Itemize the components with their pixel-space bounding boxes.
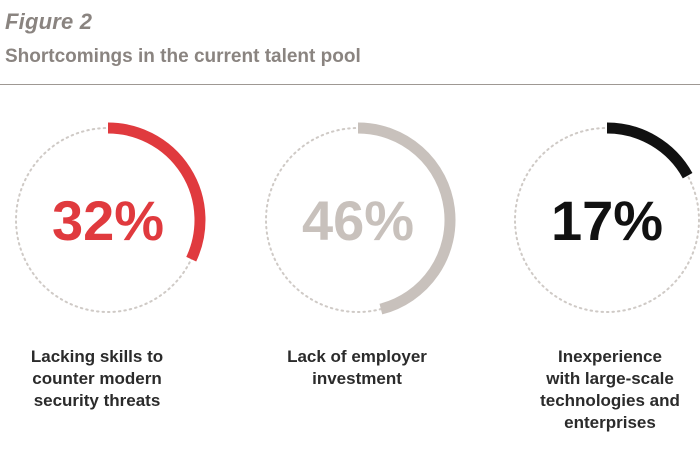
ring-arc-1	[107, 122, 206, 262]
header-divider	[0, 84, 700, 85]
figure-title: Shortcomings in the current talent pool	[5, 46, 361, 67]
value-label-3: 17%	[551, 189, 663, 252]
caption-3: Inexperience with large-scale technologi…	[540, 347, 680, 432]
caption-2: Lack of employer investment	[287, 347, 427, 388]
ring-arc-2	[357, 122, 456, 315]
value-label-2: 46%	[302, 189, 414, 252]
value-label-1: 32%	[52, 189, 164, 252]
figure-label: Figure 2	[5, 9, 93, 34]
caption-1: Lacking skills to counter modern securit…	[30, 347, 164, 410]
ring-arc-3	[606, 122, 693, 179]
ring-track-3	[514, 127, 700, 313]
